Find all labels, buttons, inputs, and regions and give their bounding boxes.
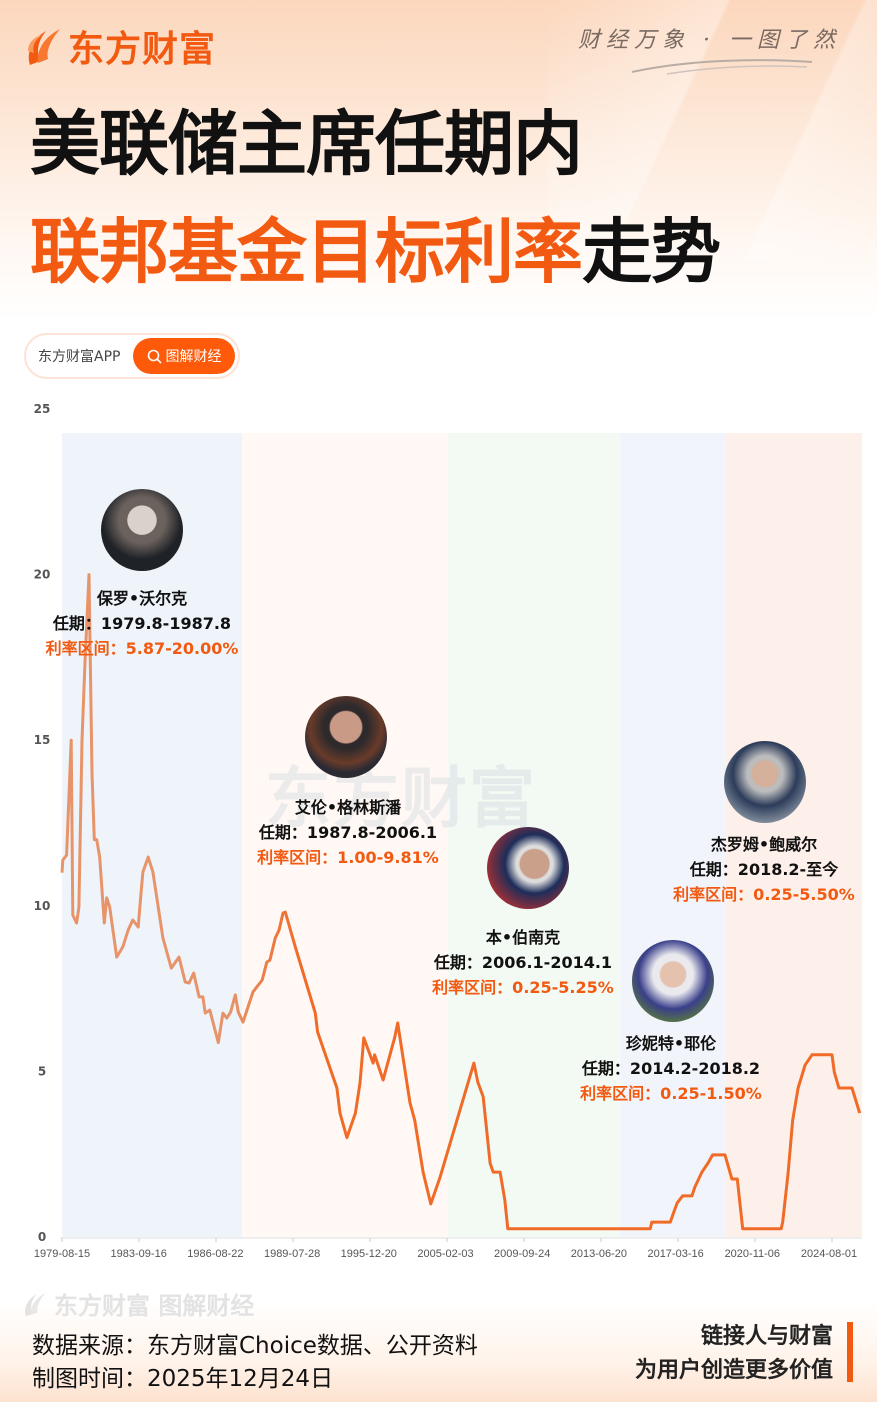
period-band <box>725 433 863 1237</box>
chair-term: 任期：2018.2-至今 <box>689 860 839 879</box>
x-tick-label: 1986-08-22 <box>187 1248 243 1260</box>
chair-name: 杰罗姆•鲍威尔 <box>710 835 818 854</box>
search-icon <box>147 349 162 364</box>
y-tick-label: 25 <box>34 402 51 416</box>
y-tick-label: 15 <box>34 733 51 747</box>
y-tick-label: 0 <box>38 1230 46 1244</box>
chair-term: 任期：1987.8-2006.1 <box>258 823 438 842</box>
x-tick-label: 1989-07-28 <box>264 1248 320 1260</box>
y-tick-label: 10 <box>34 899 51 913</box>
rate-chart: 0 5 10 15 20 25 1979-08-15 1983-09-16 1986-08-22… <box>34 402 863 1260</box>
period-band <box>242 433 448 1237</box>
chair-name: 本•伯南克 <box>485 928 561 947</box>
x-tick-label: 2013-06-20 <box>571 1248 627 1260</box>
avatar-powell <box>724 741 806 823</box>
x-tick-label: 2009-09-24 <box>494 1248 550 1260</box>
x-tick-label: 1995-12-20 <box>341 1248 397 1260</box>
x-tick-label: 1979-08-15 <box>34 1248 90 1260</box>
chair-rate-range: 利率区间：0.25-5.50% <box>673 885 855 904</box>
tagline: 链接人与财富 为用户创造更多价值 <box>635 1320 833 1388</box>
title-rest: 走势 <box>582 211 721 293</box>
footer-logo-text: 东方财富 图解财经 <box>54 1292 255 1320</box>
chair-rate-range: 利率区间：0.25-5.25% <box>432 978 614 997</box>
x-tick-label: 2005-02-03 <box>417 1248 473 1260</box>
search-button[interactable]: 图解财经 <box>133 338 235 374</box>
tagline-2: 为用户创造更多价值 <box>634 1358 833 1383</box>
search-button-label: 图解财经 <box>165 349 222 365</box>
rate-line <box>60 573 862 1231</box>
avatar-volcker <box>101 489 183 571</box>
tagline-1: 链接人与财富 <box>700 1324 833 1349</box>
avatar-bernanke <box>487 827 569 909</box>
annotation-yellen: 珍妮特•耶伦 任期：2014.2-2018.2 利率区间：0.25-1.50% <box>580 1031 762 1106</box>
x-tick-label: 2020-11-06 <box>725 1248 780 1260</box>
chair-rate-range: 利率区间：5.87-20.00% <box>45 639 239 658</box>
annotation-bernanke: 本•伯南克 任期：2006.1-2014.1 利率区间：0.25-5.25% <box>432 925 614 1000</box>
x-tick-label: 2017-03-16 <box>647 1248 703 1260</box>
slogan: 财经万象 · 一图了然 <box>578 28 841 53</box>
brand-name: 东方财富 <box>68 29 217 70</box>
y-tick-label: 20 <box>34 568 51 582</box>
avatar-yellen <box>632 940 714 1022</box>
data-source: 数据来源：东方财富Choice数据、公开资料 <box>32 1333 478 1359</box>
watermark: 东方财富 <box>265 760 537 837</box>
chair-rate-range: 利率区间：0.25-1.50% <box>580 1084 762 1103</box>
chair-rate-range: 利率区间：1.00-9.81% <box>257 848 439 867</box>
chair-name: 保罗•沃尔克 <box>96 589 188 608</box>
title-line-2: 联邦基金目标利率走势 <box>30 196 721 297</box>
title-highlight: 联邦基金目标利率 <box>30 211 583 293</box>
flame-logo-icon <box>28 29 60 65</box>
app-search-pill[interactable]: 东方财富APP 图解财经 <box>24 333 240 379</box>
annotation-volcker: 保罗•沃尔克 任期：1979.8-1987.8 利率区间：5.87-20.00% <box>46 586 239 661</box>
annotation-powell: 杰罗姆•鲍威尔 任期：2018.2-至今 利率区间：0.25-5.50% <box>673 832 855 907</box>
footer-logo: 东方财富 图解财经 <box>22 1286 254 1321</box>
title-line-1: 美联储主席任期内 <box>30 103 583 185</box>
avatar-greenspan <box>305 696 387 778</box>
flame-logo-icon <box>25 1292 46 1316</box>
source-info: 数据来源：东方财富Choice数据、公开资料 制图时间：2025年12月24日 <box>32 1330 478 1396</box>
chair-name: 艾伦•格林斯潘 <box>294 798 402 817</box>
chair-name: 珍妮特•耶伦 <box>625 1034 717 1053</box>
brand-logo: 东方财富 <box>24 20 216 72</box>
chair-term: 任期：2014.2-2018.2 <box>581 1059 761 1078</box>
header-background <box>0 0 877 320</box>
chart-date: 制图时间：2025年12月24日 <box>32 1366 334 1392</box>
tagline-accent-bar <box>847 1322 853 1382</box>
x-tick-label: 2024-08-01 <box>801 1248 857 1260</box>
annotation-greenspan: 艾伦•格林斯潘 任期：1987.8-2006.1 利率区间：1.00-9.81% <box>257 795 439 870</box>
app-name: 东方财富APP <box>38 349 121 365</box>
swoosh-decoration <box>631 59 813 75</box>
chair-term: 任期：2006.1-2014.1 <box>433 953 613 972</box>
chair-term: 任期：1979.8-1987.8 <box>52 614 232 633</box>
period-band <box>620 433 726 1237</box>
y-tick-label: 5 <box>38 1064 46 1078</box>
x-tick-label: 1983-09-16 <box>111 1248 167 1260</box>
footer-background <box>0 1300 877 1402</box>
